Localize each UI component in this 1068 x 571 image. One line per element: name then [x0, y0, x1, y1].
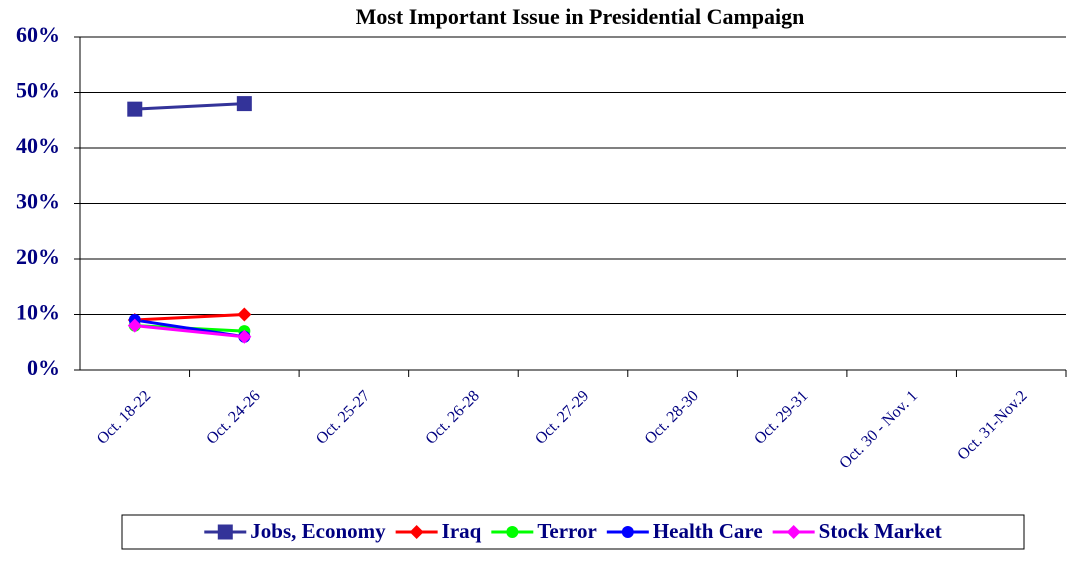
legend-marker [786, 525, 801, 539]
y-tick-label: 10% [16, 300, 60, 325]
x-tick-label: Oct. 24-26 [203, 387, 263, 447]
marker [237, 329, 252, 344]
x-tick-label: Oct. 29-31 [751, 387, 811, 447]
legend-marker [409, 525, 424, 539]
marker [127, 101, 143, 117]
legend-marker [506, 526, 519, 538]
marker [237, 307, 252, 322]
legend-label: Stock Market [819, 519, 942, 543]
y-tick-label: 40% [16, 133, 60, 158]
legend-box [121, 514, 1025, 550]
legend-label: Terror [537, 519, 596, 543]
legend-label: Iraq [442, 519, 482, 543]
y-tick-label: 50% [16, 78, 60, 103]
legend-label: Health Care [653, 519, 763, 543]
legend: Jobs, Economy Iraq Terror Health Care Stock … [204, 519, 942, 543]
x-tick-label: Oct. 28-30 [642, 387, 702, 447]
series-line [134, 102, 245, 111]
series-line [134, 324, 245, 339]
y-tick-label: 0% [27, 355, 60, 380]
marker [236, 96, 252, 112]
x-tick-label: Oct. 27-29 [532, 387, 592, 447]
legend-marker [217, 524, 233, 540]
x-tick-label: Oct. 25-27 [313, 387, 373, 447]
marker [127, 318, 142, 333]
series-line [134, 313, 245, 322]
y-tick-label: 30% [16, 189, 60, 214]
chart-title: Most Important Issue in Presidential Cam… [356, 4, 805, 29]
x-tick-label: Oct. 18-22 [94, 387, 154, 447]
x-tick-label: Oct. 30 - Nov. 1 [836, 387, 921, 472]
legend-marker [621, 526, 634, 538]
x-tick-label: Oct. 31-Nov.2 [954, 387, 1030, 463]
y-tick-label: 60% [16, 22, 60, 47]
x-tick-label: Oct. 26-28 [422, 387, 482, 447]
y-tick-label: 20% [16, 244, 60, 269]
legend-label: Jobs, Economy [250, 519, 386, 543]
